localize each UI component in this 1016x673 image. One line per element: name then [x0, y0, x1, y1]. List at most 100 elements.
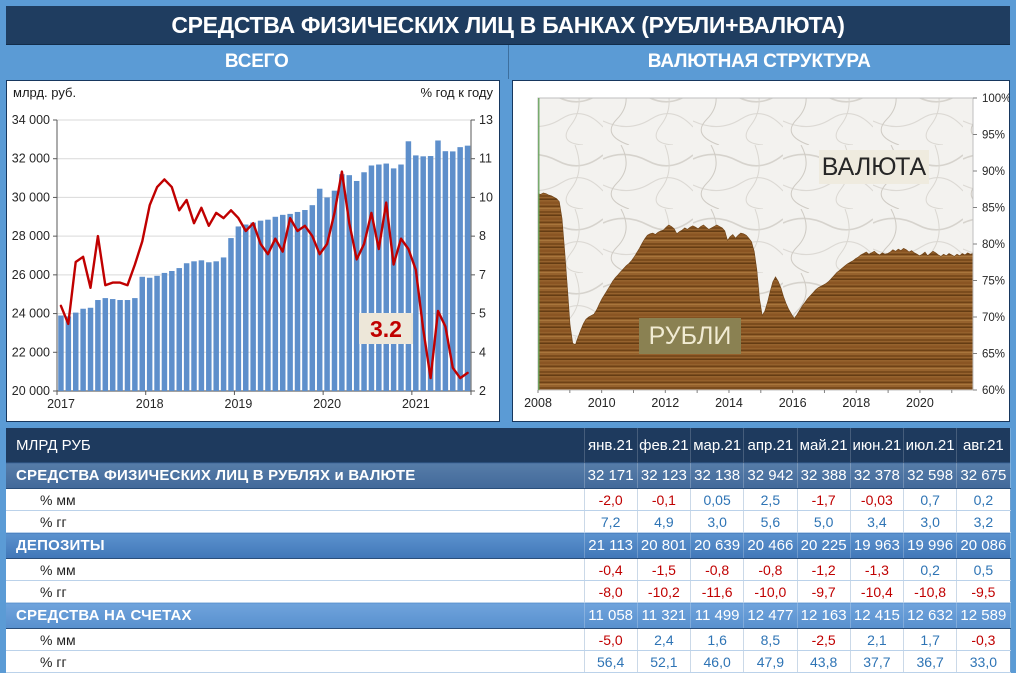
- row-label: % гг: [6, 510, 585, 533]
- svg-text:8: 8: [479, 229, 486, 243]
- table-cell: -11,6: [690, 580, 745, 603]
- table-cell: 5,0: [797, 510, 851, 533]
- table-cell: 0,7: [903, 488, 958, 511]
- column-header: фев.21: [637, 428, 692, 463]
- svg-text:30 000: 30 000: [12, 190, 50, 204]
- table-cell: 32 378: [850, 462, 905, 489]
- table-cell: 4,9: [637, 510, 692, 533]
- table-cell: -0,4: [584, 558, 638, 581]
- svg-text:28 000: 28 000: [12, 229, 50, 243]
- svg-text:2016: 2016: [779, 396, 807, 410]
- svg-text:2019: 2019: [225, 397, 253, 411]
- table-cell: 32 388: [797, 462, 851, 489]
- table-row: СРЕДСТВА НА СЧЕТАХ 11 058 11 321 11 499 12 4…: [6, 602, 1011, 629]
- table-cell: 2,4: [637, 628, 692, 651]
- table-cell: 33,0: [956, 650, 1011, 673]
- table-row: % мм -0,4 -1,5 -0,8 -0,8 -1,2 -1,3 0,2 0,5: [6, 558, 1011, 581]
- table-row: % мм -2,0 -0,1 0,05 2,5 -1,7 -0,03 0,7 0,2: [6, 488, 1011, 511]
- table-row: % гг 56,4 52,1 46,0 47,9 43,8 37,7 36,7 33,0: [6, 650, 1011, 673]
- table-cell: -0,3: [956, 628, 1011, 651]
- table-cell: -1,5: [637, 558, 692, 581]
- svg-text:млрд. руб.: млрд. руб.: [13, 85, 76, 100]
- column-header: июл.21: [903, 428, 958, 463]
- table-cell: 32 123: [637, 462, 692, 489]
- table-cell: 32 171: [584, 462, 638, 489]
- svg-text:10: 10: [479, 190, 493, 204]
- table-row: % гг -8,0 -10,2 -11,6 -10,0 -9,7 -10,4 -10,8 -9,…: [6, 580, 1011, 603]
- row-label: % гг: [6, 650, 585, 673]
- table-corner-label: МЛРД РУБ: [6, 428, 585, 463]
- table-cell: 12 477: [743, 602, 798, 629]
- svg-text:11: 11: [479, 152, 492, 166]
- currency-structure-area-chart: 100% 95% 90% 85% 80% 75% 70% 65% 60% 2008 2010 2012…: [524, 93, 1009, 410]
- table-cell: -0,8: [743, 558, 798, 581]
- table-cell: 20 466: [743, 532, 798, 559]
- table-cell: 19 963: [850, 532, 905, 559]
- table-cell: -1,2: [797, 558, 851, 581]
- table-cell: 3,2: [956, 510, 1011, 533]
- chart-currency-structure-panel: 100% 95% 90% 85% 80% 75% 70% 65% 60% 2008 2010 2012…: [512, 80, 1010, 422]
- column-header: янв.21: [584, 428, 638, 463]
- table-cell: 32 942: [743, 462, 798, 489]
- table-cell: -1,7: [797, 488, 851, 511]
- table-cell: 32 598: [903, 462, 958, 489]
- row-label: СРЕДСТВА НА СЧЕТАХ: [6, 602, 585, 629]
- table-cell: 1,6: [690, 628, 745, 651]
- svg-text:2008: 2008: [524, 396, 552, 410]
- table-cell: 12 632: [903, 602, 958, 629]
- table-cell: 0,5: [956, 558, 1011, 581]
- table-cell: 46,0: [690, 650, 745, 673]
- row-label: СРЕДСТВА ФИЗИЧЕСКИХ ЛИЦ В РУБЛЯХ и ВАЛЮТ…: [6, 462, 585, 489]
- table-row: % мм -5,0 2,4 1,6 8,5 -2,5 2,1 1,7 -0,3: [6, 628, 1011, 651]
- svg-text:32 000: 32 000: [12, 152, 50, 166]
- svg-text:80%: 80%: [982, 239, 1005, 251]
- table-cell: 0,2: [956, 488, 1011, 511]
- table-cell: 20 086: [956, 532, 1011, 559]
- table-cell: -10,0: [743, 580, 798, 603]
- svg-text:2017: 2017: [47, 397, 75, 411]
- table-cell: 43,8: [797, 650, 851, 673]
- svg-text:2010: 2010: [588, 396, 616, 410]
- table-cell: 8,5: [743, 628, 798, 651]
- table-cell: 56,4: [584, 650, 638, 673]
- table-cell: 7,2: [584, 510, 638, 533]
- table-row: СРЕДСТВА ФИЗИЧЕСКИХ ЛИЦ В РУБЛЯХ и ВАЛЮТ…: [6, 462, 1011, 489]
- svg-text:7: 7: [479, 268, 486, 282]
- svg-text:3.2: 3.2: [370, 316, 402, 342]
- table-cell: 0,05: [690, 488, 745, 511]
- table-cell: 20 225: [797, 532, 851, 559]
- table-cell: -10,2: [637, 580, 692, 603]
- svg-text:85%: 85%: [982, 203, 1005, 215]
- table-cell: -9,7: [797, 580, 851, 603]
- table-cell: 11 058: [584, 602, 638, 629]
- svg-text:РУБЛИ: РУБЛИ: [649, 322, 732, 350]
- table-cell: 3,0: [690, 510, 745, 533]
- table-cell: 1,7: [903, 628, 958, 651]
- column-header: май.21: [797, 428, 851, 463]
- table-cell: -8,0: [584, 580, 638, 603]
- table-cell: -0,8: [690, 558, 745, 581]
- table-cell: -5,0: [584, 628, 638, 651]
- table-row: % гг 7,2 4,9 3,0 5,6 5,0 3,4 3,0 3,2: [6, 510, 1011, 533]
- column-header: апр.21: [743, 428, 798, 463]
- table-cell: -2,5: [797, 628, 851, 651]
- svg-text:ВАЛЮТА: ВАЛЮТА: [822, 153, 927, 181]
- table-cell: 3,4: [850, 510, 905, 533]
- table-cell: -10,8: [903, 580, 958, 603]
- table-cell: 32 138: [690, 462, 745, 489]
- table-cell: 5,6: [743, 510, 798, 533]
- table-header-row: МЛРД РУБ янв.21 фев.21 мар.21 апр.21 май.21 и…: [6, 428, 1011, 463]
- table-cell: 52,1: [637, 650, 692, 673]
- section-title-total: ВСЕГО: [6, 45, 509, 79]
- svg-text:22 000: 22 000: [12, 345, 50, 359]
- svg-text:4: 4: [479, 345, 486, 359]
- row-label: % мм: [6, 558, 585, 581]
- table-cell: 37,7: [850, 650, 905, 673]
- svg-text:60%: 60%: [982, 385, 1005, 397]
- svg-text:% год к году: % год к году: [420, 85, 493, 100]
- column-header: июн.21: [850, 428, 905, 463]
- data-table-wrap: МЛРД РУБ янв.21 фев.21 мар.21 апр.21 май.21 и…: [6, 428, 1011, 673]
- svg-text:5: 5: [479, 307, 486, 321]
- svg-text:75%: 75%: [982, 276, 1005, 288]
